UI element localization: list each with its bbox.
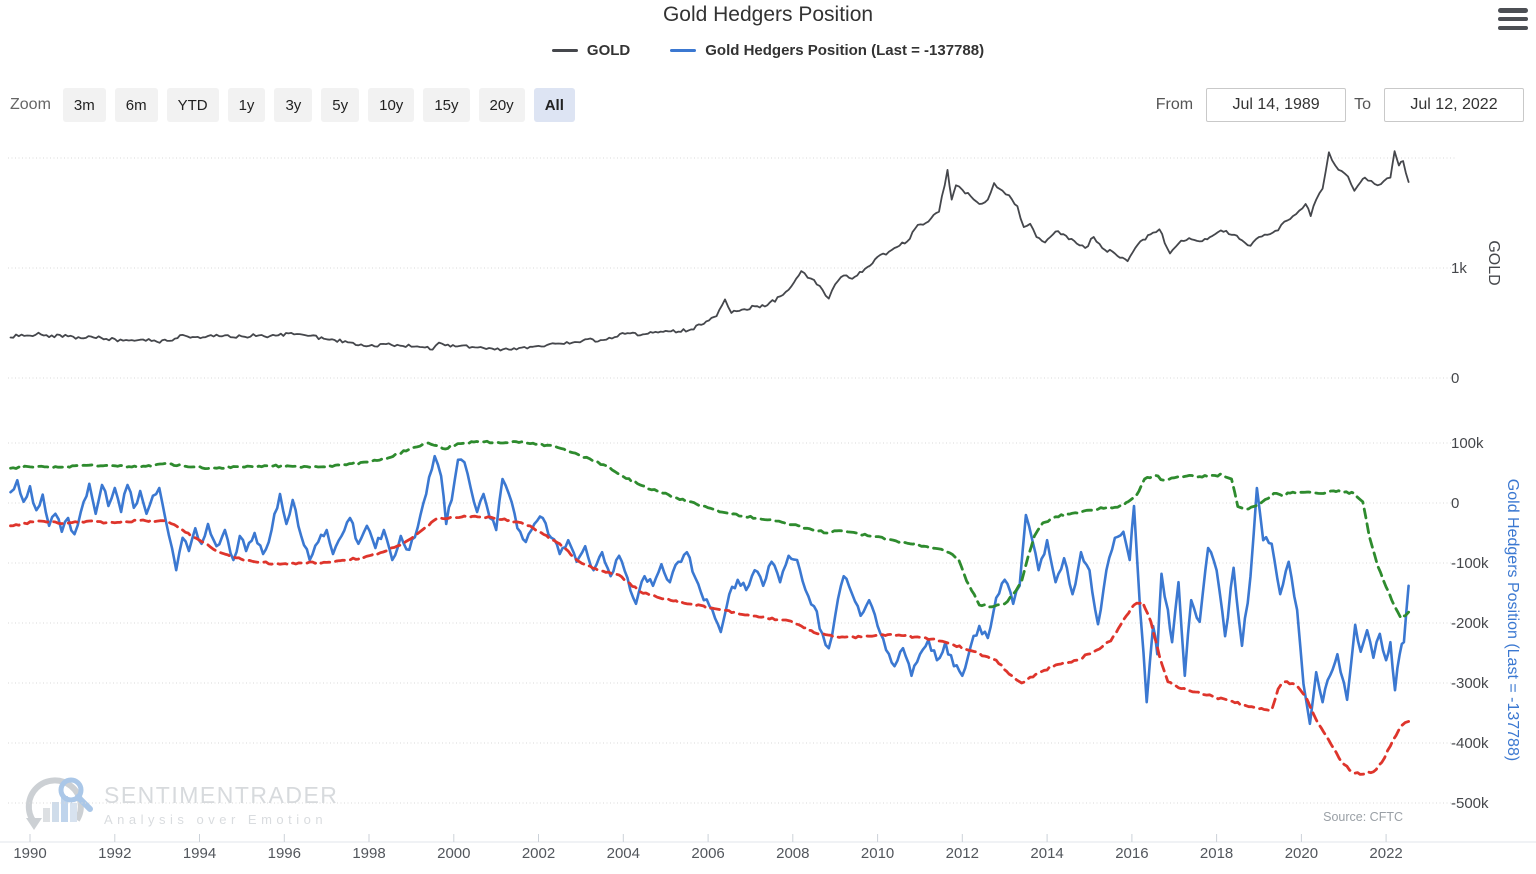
x-tick-label: 2002 — [522, 845, 555, 862]
legend: GOLD Gold Hedgers Position (Last = -1377… — [0, 42, 1536, 59]
legend-item-hedgers[interactable]: Gold Hedgers Position (Last = -137788) — [670, 42, 984, 59]
x-tick-label: 1992 — [98, 845, 131, 862]
x-tick-label: 2010 — [861, 845, 894, 862]
zoom-button-3m[interactable]: 3m — [62, 88, 106, 122]
x-tick-label: 2018 — [1200, 845, 1233, 862]
y-tick-label: 100k — [1451, 435, 1484, 452]
x-tick-label: 2000 — [437, 845, 470, 862]
upper-band-line — [9, 439, 1410, 620]
x-tick-label: 2014 — [1030, 845, 1063, 862]
lower-band-line — [9, 514, 1410, 776]
hamburger-icon — [1498, 16, 1528, 22]
x-tick-label: 2020 — [1285, 845, 1318, 862]
axis-labels: 0 1k GOLD 100k 0 -100k -200k -300k -400k -500k Gol… — [0, 240, 1536, 862]
y-tick-label: -300k — [1451, 675, 1489, 692]
to-date-input[interactable]: Jul 12, 2022 — [1384, 88, 1524, 122]
legend-label-hedgers: Gold Hedgers Position (Last = -137788) — [705, 42, 985, 59]
source-note: Source: CFTC — [1323, 810, 1403, 824]
y-tick-label: -400k — [1451, 735, 1489, 752]
gold-line — [9, 150, 1410, 352]
y-tick-label: -500k — [1451, 795, 1489, 812]
to-label: To — [1354, 96, 1371, 113]
y-axis-title-top: GOLD — [1485, 240, 1502, 285]
gold-series-swatch-icon — [551, 49, 578, 52]
zoom-button-ytd[interactable]: YTD — [166, 88, 219, 122]
y-tick-label: 0 — [1451, 370, 1459, 387]
zoom-button-10y[interactable]: 10y — [368, 88, 415, 122]
x-tick-label: 1996 — [268, 845, 301, 862]
x-tick-label: 2022 — [1369, 845, 1402, 862]
x-tick-label: 2012 — [946, 845, 979, 862]
x-tick-label: 2006 — [691, 845, 724, 862]
zoom-button-1y[interactable]: 1y — [227, 88, 266, 122]
from-label: From — [1155, 96, 1194, 113]
y-tick-label: -200k — [1451, 615, 1489, 632]
from-date-input[interactable]: Jul 14, 1989 — [1206, 88, 1347, 122]
x-tick-label: 1990 — [13, 845, 46, 862]
gold-hedgers-position-line — [9, 454, 1410, 726]
toolbar: Zoom 3m 6m YTD 1y 3y 5y 10y 15y 20y All … — [10, 88, 1524, 122]
zoom-label: Zoom — [10, 96, 51, 113]
watermark-name: SENTIMENTRADER — [104, 781, 339, 808]
hamburger-icon — [1498, 8, 1528, 13]
y-tick-label: -100k — [1451, 555, 1489, 572]
series-lines — [9, 150, 1410, 776]
zoom-button-5y[interactable]: 5y — [321, 88, 360, 122]
legend-label-gold: GOLD — [586, 42, 631, 59]
gridlines — [8, 157, 1456, 804]
zoom-button-all[interactable]: All — [533, 88, 575, 122]
zoom-button-15y[interactable]: 15y — [423, 88, 470, 122]
sentimentrader-logo-icon — [25, 777, 93, 830]
hamburger-icon — [1498, 25, 1528, 30]
zoom-button-3y[interactable]: 3y — [274, 88, 313, 122]
watermark-tagline: Analysis over Emotion — [104, 811, 328, 827]
y-axis-title-bottom: Gold Hedgers Position (Last = -137788) — [1504, 479, 1521, 761]
watermark: SENTIMENTRADER Analysis over Emotion — [20, 770, 338, 838]
x-tick-label: 2008 — [776, 845, 809, 862]
y-tick-label: 0 — [1451, 495, 1459, 512]
menu-button[interactable] — [1498, 8, 1528, 30]
zoom-button-20y[interactable]: 20y — [478, 88, 525, 122]
x-tick-label: 2016 — [1115, 845, 1148, 862]
page-title: Gold Hedgers Position — [662, 3, 874, 26]
x-tick-label: 1994 — [183, 845, 216, 862]
hedgers-series-swatch-icon — [670, 49, 697, 52]
x-tick-label: 1998 — [352, 845, 385, 862]
x-tick-label: 2004 — [607, 845, 640, 862]
legend-item-gold[interactable]: GOLD — [551, 42, 631, 59]
zoom-button-6m[interactable]: 6m — [114, 88, 158, 122]
y-tick-label: 1k — [1451, 260, 1467, 277]
